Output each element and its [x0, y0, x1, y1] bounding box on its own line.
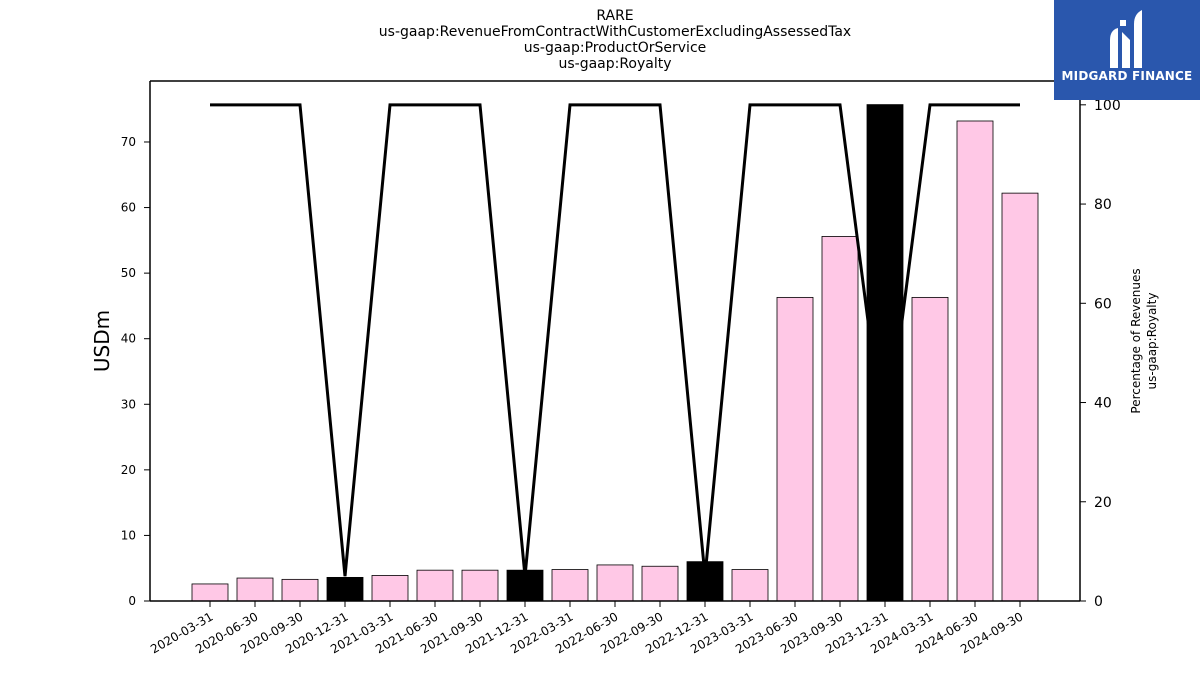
- bar-series: [191, 104, 1039, 602]
- y-right-tick-label: 40: [1094, 396, 1112, 412]
- chart-title-line: us-gaap:ProductOrService: [524, 40, 707, 56]
- bar: [1001, 192, 1039, 602]
- bar: [551, 569, 589, 602]
- chart-title-line: us-gaap:Royalty: [558, 56, 671, 72]
- y-right-tick-label: 60: [1094, 296, 1112, 312]
- bar: [596, 564, 634, 602]
- y-tick-label: 60: [121, 201, 136, 215]
- y-axis-left-ticks: 0 10 20 30 40 50 60 70: [121, 135, 150, 608]
- bar: [326, 576, 364, 602]
- y-tick-label: 70: [121, 135, 136, 149]
- y-axis-right-label-line: us-gaap:Royalty: [1145, 293, 1159, 390]
- bar: [461, 569, 499, 602]
- percentage-line: [210, 103, 1020, 577]
- y-tick-label: 10: [121, 528, 136, 542]
- y-tick-label: 0: [128, 594, 136, 608]
- bar: [281, 578, 319, 602]
- chart-title: RAREus-gaap:RevenueFromContractWithCusto…: [379, 8, 851, 72]
- logo-mark-icon: [1110, 10, 1142, 68]
- y-right-tick-label: 100: [1094, 98, 1121, 114]
- brand-logo: MIDGARD FINANCE: [1054, 0, 1200, 100]
- y-tick-label: 40: [121, 332, 136, 346]
- y-right-tick-label: 20: [1094, 495, 1112, 511]
- y-axis-right-label-line: Percentage of Revenues: [1129, 268, 1143, 413]
- bar: [236, 577, 274, 602]
- bar: [956, 120, 994, 602]
- bar: [731, 569, 769, 602]
- bar: [821, 236, 859, 602]
- chart-title-line: us-gaap:RevenueFromContractWithCustomerE…: [379, 24, 851, 40]
- bar: [371, 575, 409, 602]
- y-axis-right-ticks: 0 20 40 60 80 100: [1080, 98, 1121, 610]
- y-right-tick-label: 0: [1094, 594, 1103, 610]
- logo-text: MIDGARD FINANCE: [1061, 69, 1193, 83]
- y-axis-right-label: Percentage of Revenues us-gaap:Royalty: [1129, 268, 1159, 413]
- bar: [776, 296, 814, 602]
- bar: [416, 569, 454, 602]
- y-right-tick-label: 80: [1094, 197, 1112, 213]
- y-tick-label: 50: [121, 266, 136, 280]
- bar: [641, 565, 679, 602]
- x-axis-ticks: 2020-03-312020-06-302020-09-302020-12-31…: [148, 601, 1026, 656]
- percentage-line-series: [210, 103, 1020, 577]
- y-tick-label: 30: [121, 397, 136, 411]
- y-axis-left-label: USDm: [90, 310, 114, 372]
- bar: [191, 583, 229, 602]
- bar: [911, 296, 949, 602]
- chart-title-line: RARE: [596, 8, 633, 24]
- y-tick-label: 20: [121, 463, 136, 477]
